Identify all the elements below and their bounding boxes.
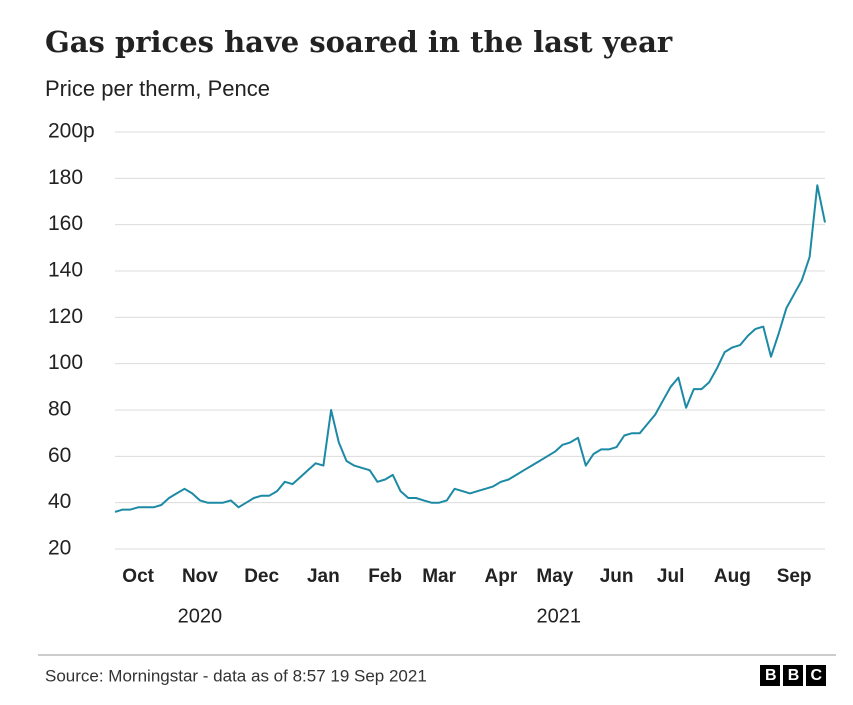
x-tick-label: Jan bbox=[307, 566, 340, 587]
x-tick-label: Sep bbox=[777, 566, 812, 587]
y-tick-label: 60 bbox=[48, 444, 71, 467]
logo: BBC bbox=[760, 665, 833, 686]
x-group-label: 2020 bbox=[178, 605, 223, 627]
y-tick-label: 40 bbox=[48, 490, 71, 513]
y-tick-label: 100 bbox=[48, 351, 83, 374]
x-tick-label: Dec bbox=[244, 566, 279, 587]
logo-box bbox=[806, 665, 826, 686]
logo-box bbox=[783, 665, 803, 686]
x-tick-label: May bbox=[536, 566, 573, 587]
x-tick-label: Feb bbox=[368, 566, 402, 587]
chart-title: Gas prices have soared in the last year bbox=[45, 25, 673, 59]
x-tick-label: Jun bbox=[600, 566, 634, 587]
y-tick-label: 80 bbox=[48, 398, 71, 421]
x-group-label: 2021 bbox=[537, 605, 582, 627]
y-tick-label: 140 bbox=[48, 259, 83, 282]
x-tick-label: Mar bbox=[422, 566, 456, 587]
y-tick-label: 20 bbox=[48, 537, 71, 560]
x-tick-label: Oct bbox=[122, 566, 154, 587]
plot-area: 20 40 60 80 100 120 140 160 180 200p Oct Nov Dec Jan F… bbox=[48, 120, 826, 627]
source-note: Source: Morningstar - data as of 8:57 19… bbox=[45, 666, 427, 685]
x-tick-label: Aug bbox=[714, 566, 751, 587]
x-tick-label: Nov bbox=[182, 566, 218, 587]
y-tick-label: 120 bbox=[48, 305, 83, 328]
x-tick-label: Jul bbox=[657, 566, 684, 587]
y-tick-label: 160 bbox=[48, 212, 83, 235]
x-tick-label: Apr bbox=[485, 566, 518, 587]
y-tick-label: 200p bbox=[48, 120, 95, 143]
chart-subtitle: Price per therm, Pence bbox=[45, 76, 270, 101]
logo-box bbox=[760, 665, 780, 686]
line-series bbox=[114, 184, 826, 513]
logo-text: BBC bbox=[765, 667, 833, 684]
y-tick-label: 180 bbox=[48, 166, 83, 189]
